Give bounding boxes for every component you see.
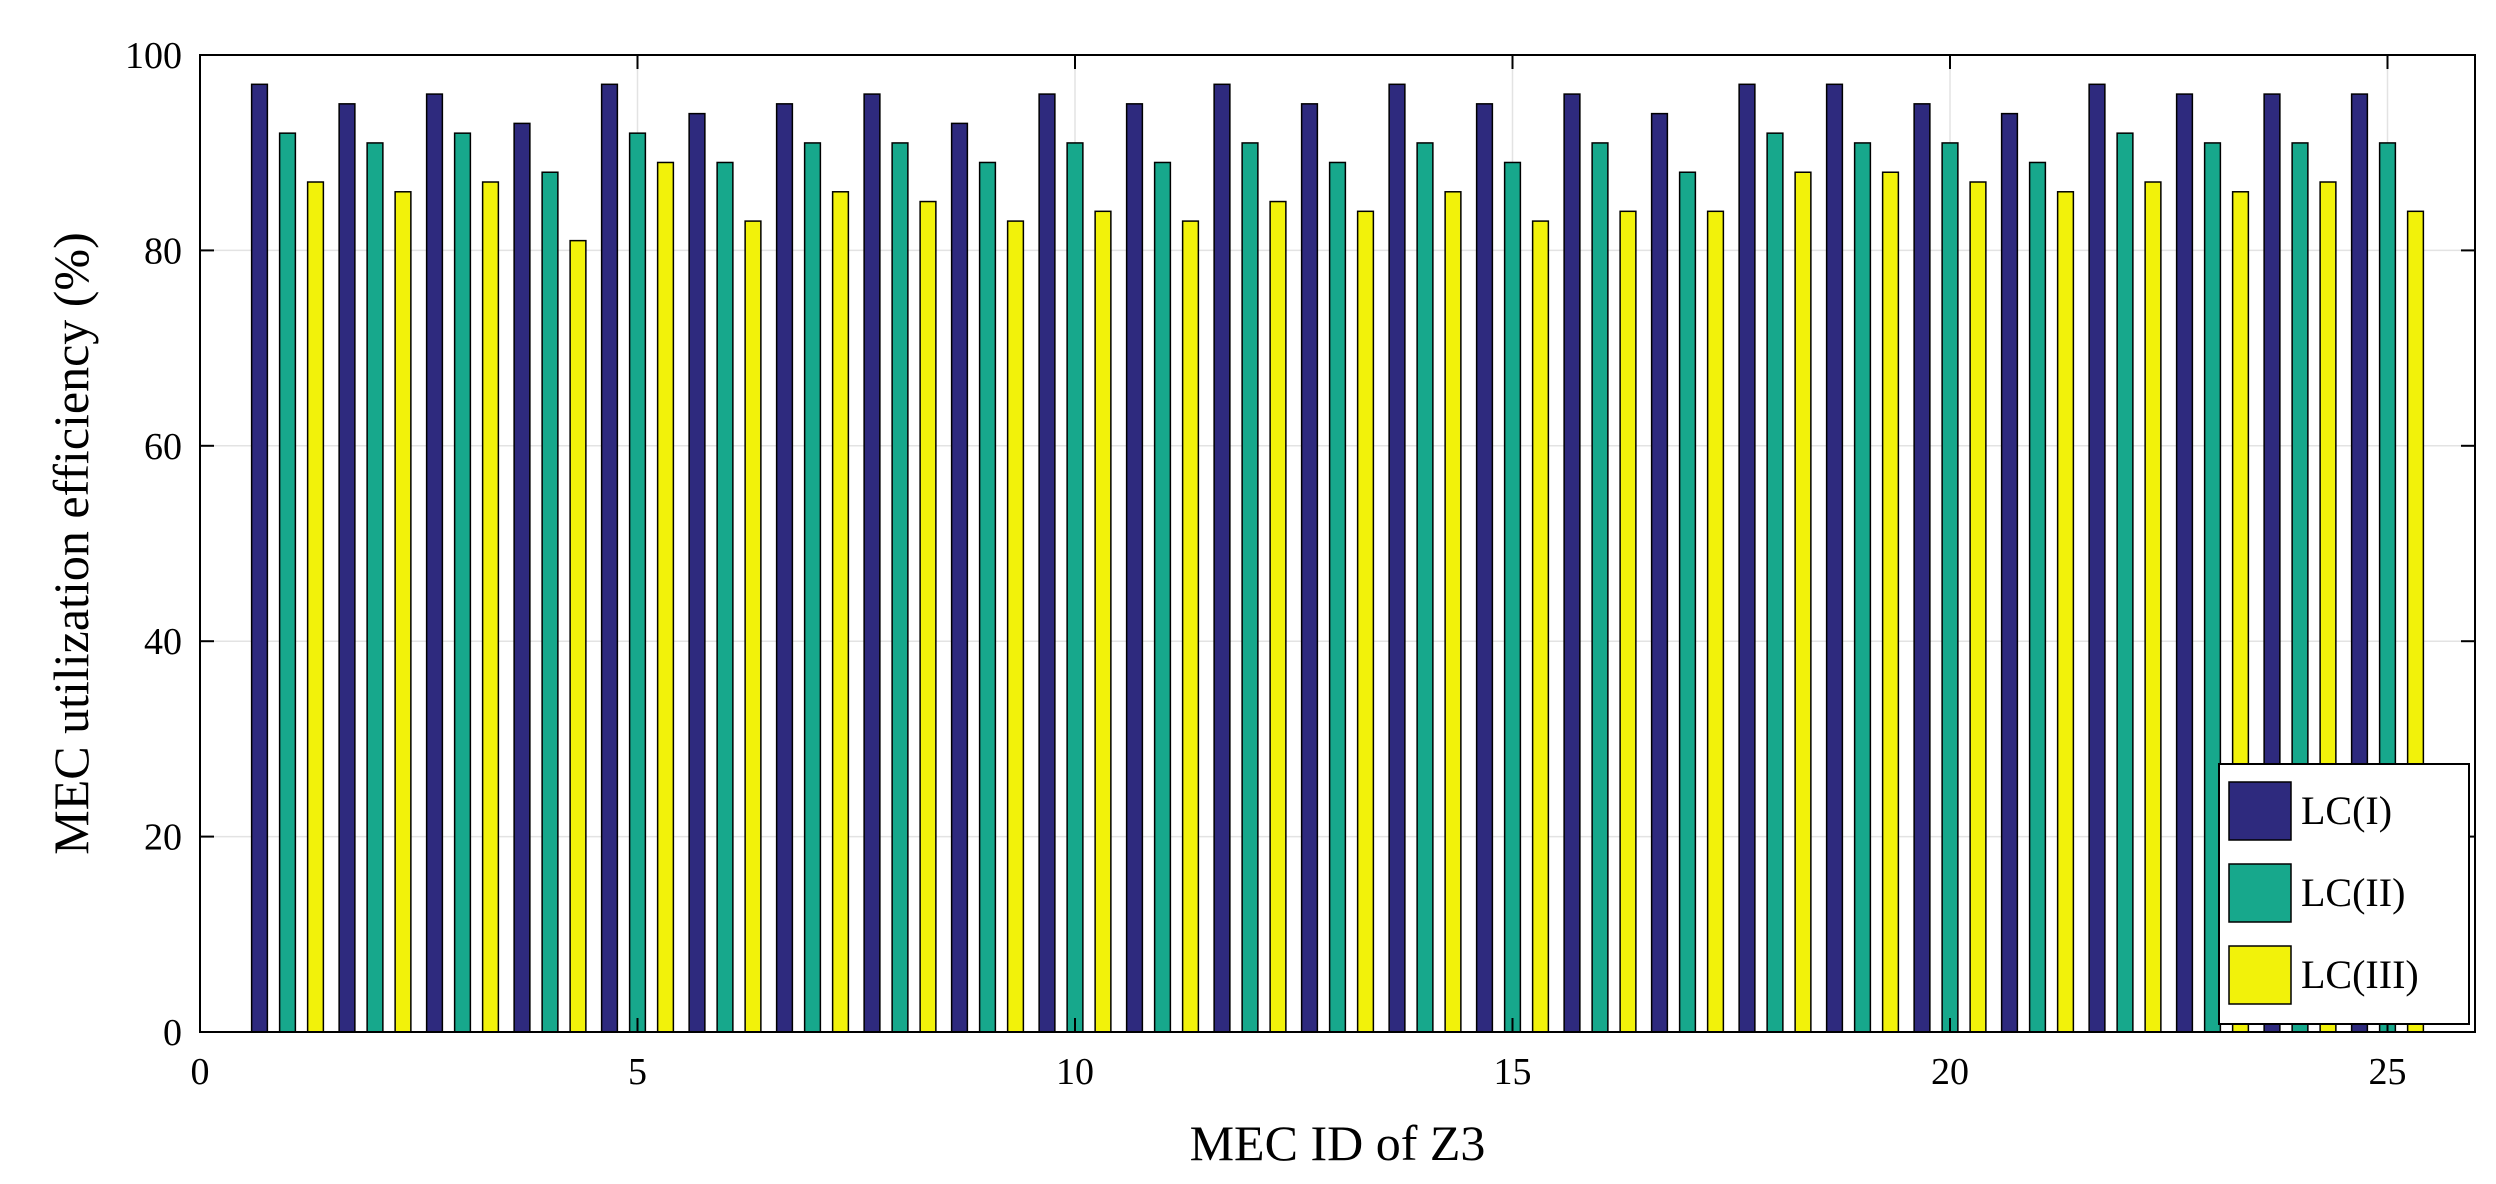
bar-LC(I)-15 (1475, 103, 1494, 1033)
bar-LC(I)-20 (1913, 103, 1931, 1033)
bar-LC(III)-19 (1881, 171, 1900, 1033)
bar-LC(I)-8 (863, 93, 881, 1033)
bar-LC(III)-17 (1706, 210, 1725, 1033)
bar-LC(III)-7 (831, 191, 850, 1033)
bar-LC(II)-4 (541, 171, 559, 1033)
bar-LC(III)-21 (2056, 191, 2075, 1033)
bar-LC(I)-22 (2088, 83, 2106, 1033)
bar-LC(III)-12 (1269, 200, 1287, 1033)
bar-LC(II)-20 (1941, 142, 1959, 1033)
legend-label: LC(II) (2301, 870, 2405, 915)
bar-LC(III)-2 (394, 191, 412, 1033)
legend-swatch-LC(II) (2228, 863, 2292, 923)
bar-LC(II)-8 (891, 142, 909, 1033)
x-tick-label: 20 (1931, 1051, 1969, 1093)
bar-LC(I)-11 (1125, 103, 1144, 1033)
x-tick-label: 25 (2369, 1051, 2407, 1093)
bar-LC(II)-3 (453, 132, 472, 1033)
y-tick-label: 0 (163, 1012, 182, 1054)
x-tick-label: 15 (1494, 1051, 1532, 1093)
bar-LC(II)-9 (978, 161, 997, 1033)
legend-label: LC(I) (2301, 788, 2392, 833)
x-tick-label: 5 (628, 1051, 647, 1093)
bar-LC(I)-2 (338, 103, 356, 1033)
bar-LC(II)-13 (1328, 161, 1347, 1033)
bar-LC(I)-7 (775, 103, 794, 1033)
bar-LC(III)-18 (1794, 171, 1812, 1033)
bar-LC(II)-14 (1416, 142, 1434, 1033)
bar-LC(I)-13 (1300, 103, 1319, 1033)
bar-LC(II)-7 (803, 142, 822, 1033)
x-axis-label: MEC ID of Z3 (1190, 1115, 1486, 1171)
bar-LC(II)-10 (1066, 142, 1084, 1033)
bar-LC(III)-20 (1969, 181, 1987, 1033)
bar-LC(III)-14 (1444, 191, 1462, 1033)
bar-LC(I)-1 (250, 83, 269, 1033)
bar-LC(II)-6 (716, 161, 734, 1033)
bar-LC(II)-5 (628, 132, 647, 1033)
bar-LC(II)-12 (1241, 142, 1259, 1033)
bar-LC(II)-18 (1766, 132, 1784, 1033)
y-axis-label: MEC utilization efficiency (%) (43, 232, 99, 855)
y-tick-label: 60 (144, 426, 182, 468)
y-tick-label: 20 (144, 817, 182, 859)
bar-LC(III)-15 (1531, 220, 1550, 1033)
bar-LC(II)-22 (2116, 132, 2134, 1033)
bar-LC(III)-5 (656, 161, 675, 1033)
bar-LC(III)-9 (1006, 220, 1025, 1033)
bar-LC(II)-15 (1503, 161, 1522, 1033)
bar-LC(III)-4 (569, 239, 587, 1033)
bar-LC(I)-5 (600, 83, 619, 1033)
axis-ticks: 0 5 10 15 20 25 0 20 40 60 80 100 (125, 35, 2475, 1093)
legend-swatch-LC(III) (2228, 945, 2292, 1005)
bar-LC(I)-4 (513, 122, 531, 1033)
bar-LC(II)-11 (1153, 161, 1172, 1033)
bar-LC(II)-21 (2028, 161, 2047, 1033)
bar-LC(III)-16 (1619, 210, 1637, 1033)
bar-LC(III)-3 (481, 181, 500, 1033)
y-tick-label: 100 (125, 35, 182, 77)
bar-LC(I)-10 (1038, 93, 1056, 1033)
legend-swatch-LC(I) (2228, 781, 2292, 841)
bar-LC(I)-18 (1738, 83, 1756, 1033)
plot-frame (199, 54, 2476, 1033)
bar-LC(II)-16 (1591, 142, 1609, 1033)
bar-LC(I)-6 (688, 112, 706, 1033)
bar-LC(I)-9 (950, 122, 969, 1033)
bar-LC(I)-23 (2175, 93, 2194, 1033)
bar-LC(I)-17 (1650, 112, 1669, 1033)
y-tick-label: 40 (144, 621, 182, 663)
bar-LC(III)-11 (1181, 220, 1200, 1033)
bar-LC(III)-1 (306, 181, 325, 1033)
bar-LC(III)-8 (919, 200, 937, 1033)
bar-LC(III)-13 (1356, 210, 1375, 1033)
legend-label: LC(III) (2301, 952, 2419, 997)
bar-LC(III)-10 (1094, 210, 1112, 1033)
bar-LC(I)-19 (1825, 83, 1844, 1033)
bar-LC(III)-22 (2144, 181, 2162, 1033)
bar-LC(I)-3 (425, 93, 444, 1033)
legend: LC(I) LC(II) LC(III) (2218, 763, 2470, 1025)
x-tick-label: 0 (191, 1051, 210, 1093)
y-tick-label: 80 (144, 230, 182, 272)
bar-LC(I)-14 (1388, 83, 1406, 1033)
bar-LC(I)-16 (1563, 93, 1581, 1033)
bar-LC(II)-1 (278, 132, 297, 1033)
bar-LC(II)-2 (366, 142, 384, 1033)
bar-LC(II)-17 (1678, 171, 1697, 1033)
bar-LC(I)-12 (1213, 83, 1231, 1033)
x-tick-label: 10 (1056, 1051, 1094, 1093)
bar-LC(III)-6 (744, 220, 762, 1033)
bar-LC(I)-21 (2000, 112, 2019, 1033)
bar-LC(II)-19 (1853, 142, 1872, 1033)
